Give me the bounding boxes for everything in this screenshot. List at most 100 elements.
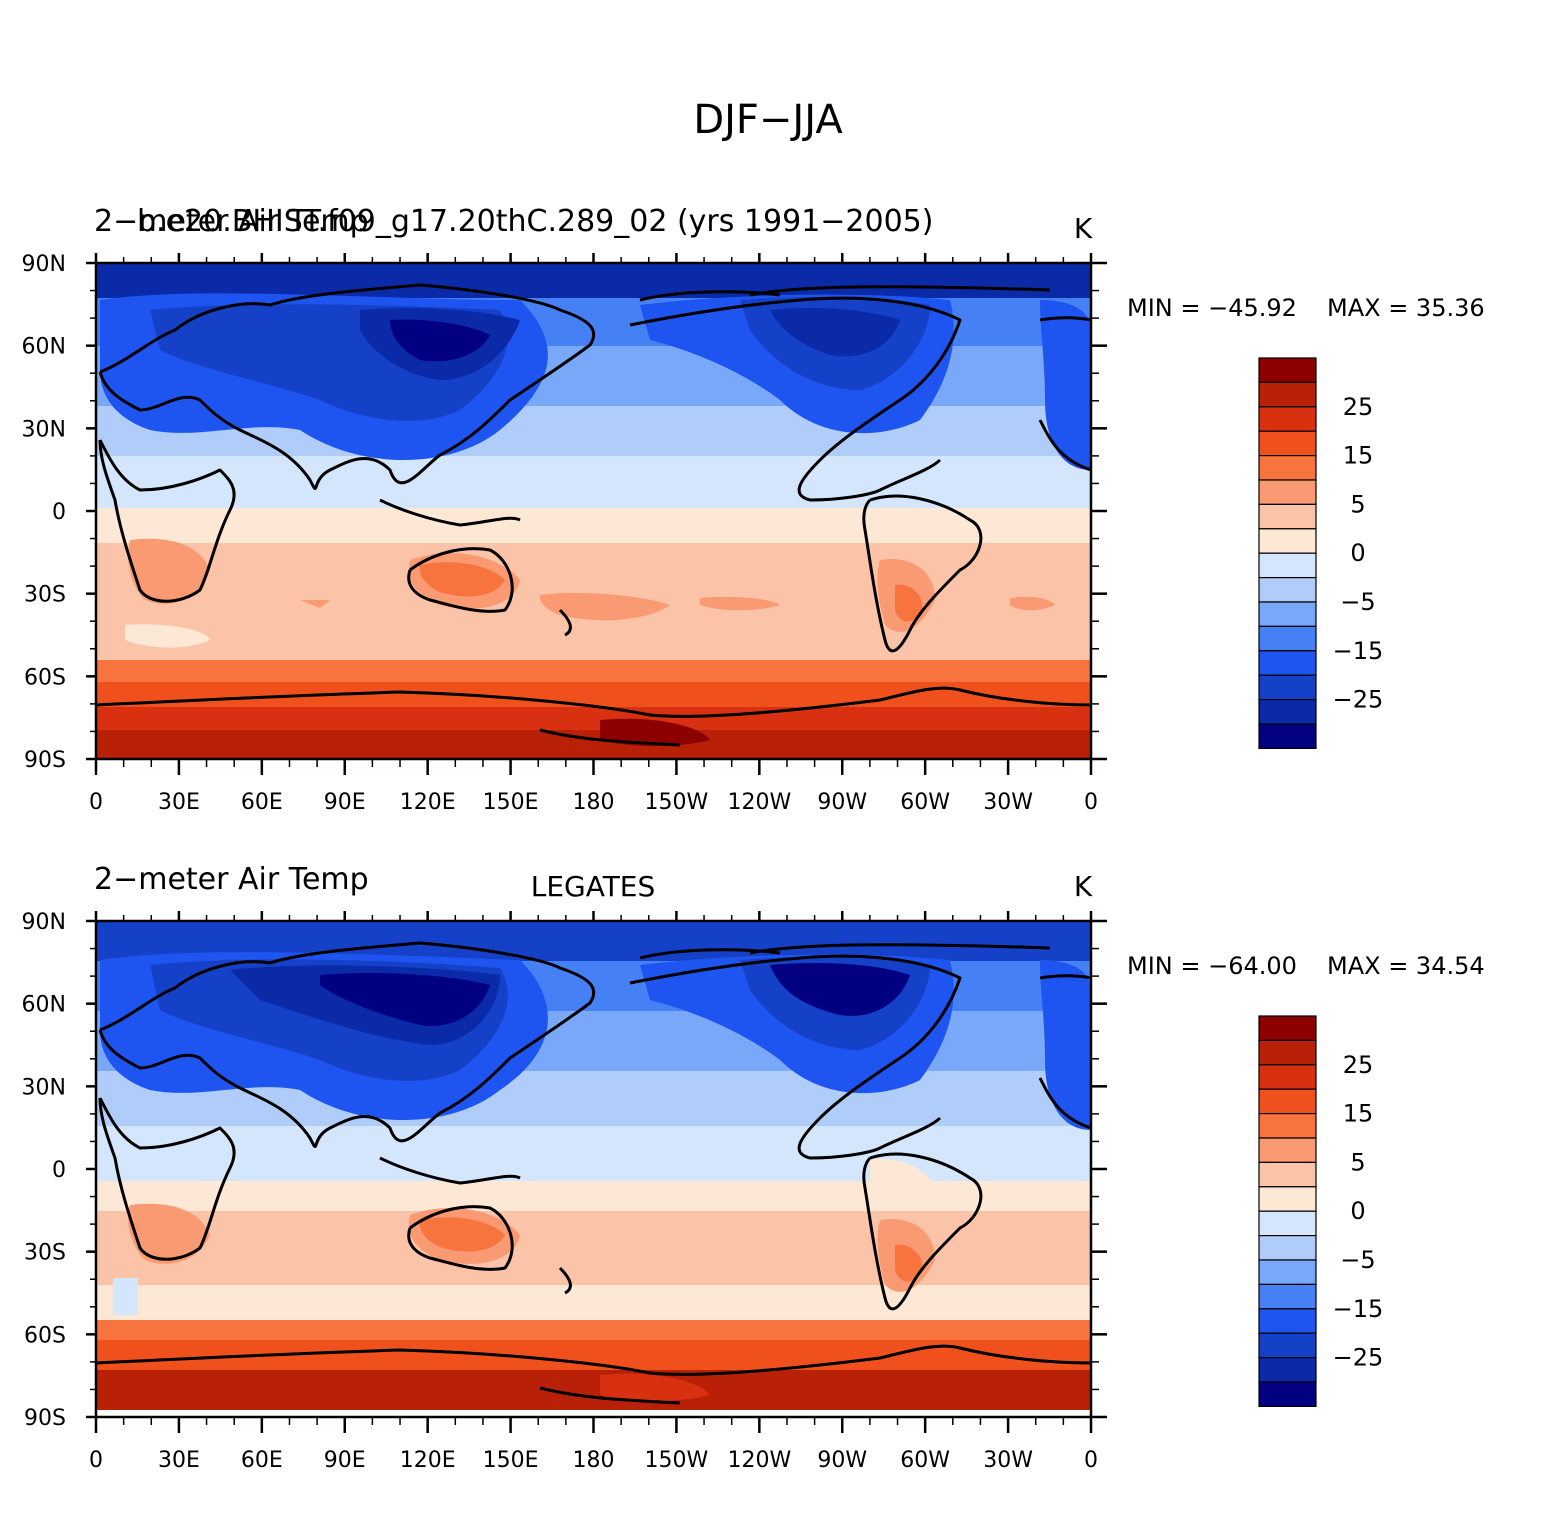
lat-tick-label: 0 (52, 500, 66, 525)
lat-tick-label: 30N (22, 417, 66, 442)
lon-tick-label: 150W (645, 1448, 709, 1473)
colorbar-box (1258, 723, 1317, 749)
colorbar-box (1258, 1186, 1317, 1212)
lon-tick-label: 180 (573, 1448, 615, 1473)
colorbar-label: 25 (1343, 1051, 1374, 1079)
colorbar-box (1258, 674, 1317, 701)
panel-left-title: 2−meter Air Temp (94, 862, 369, 897)
colorbar-box (1258, 1234, 1317, 1261)
lat-tick-label: 60N (22, 335, 66, 360)
lon-tick-label: 150E (483, 1448, 539, 1473)
colorbar-box (1258, 406, 1317, 432)
panel-center-title: LEGATES (531, 870, 656, 903)
coastlines (96, 941, 1091, 1405)
colorbar-box (1258, 1259, 1317, 1285)
colorbar-box (1258, 455, 1317, 481)
colorbar-box (1258, 1112, 1317, 1139)
lon-tick-label: 60E (241, 790, 283, 815)
colorbar-label: −25 (1333, 686, 1384, 714)
lon-tick-label: 60W (900, 790, 950, 815)
colorbar-label: 25 (1343, 393, 1374, 421)
colorbar-label: −5 (1340, 1246, 1375, 1274)
colorbar: 25 15 5 0 −5 −15 −25 (1258, 357, 1384, 749)
lat-tick-label: 90N (22, 252, 66, 277)
lon-tick-label: 0 (1084, 790, 1098, 815)
colorbar-label: 0 (1350, 1197, 1365, 1225)
lat-tick-label: 60S (24, 1323, 66, 1348)
lon-tick-label: 30W (983, 1448, 1033, 1473)
lon-tick-label: 0 (1084, 1448, 1098, 1473)
colorbar-label: −15 (1333, 637, 1384, 665)
lat-tick-label: 30S (24, 583, 66, 608)
lat-tick-label: 30N (22, 1075, 66, 1100)
lon-tick-label: 90E (324, 790, 366, 815)
colorbar-box (1258, 698, 1317, 725)
colorbar-label: 15 (1343, 442, 1374, 470)
figure-title: DJF−JJA (693, 97, 843, 143)
lon-tick-label: 30E (158, 790, 200, 815)
lon-tick-label: 180 (573, 790, 615, 815)
colorbar-box (1258, 601, 1317, 627)
lon-ticks: 0 30E 60E 90E 120E 150E 180 150W 120W 90W 60W 30W 0 (89, 253, 1098, 815)
colorbar-box (1258, 1283, 1317, 1310)
colorbar-box (1258, 552, 1317, 579)
colorbar-box (1258, 1015, 1317, 1041)
colorbar-label: −5 (1340, 588, 1375, 616)
lat-tick-label: 90N (22, 910, 66, 935)
lat-ticks: 90N 60N 30N 0 30S 60S 90S (22, 252, 1107, 773)
colorbar-box (1258, 528, 1317, 554)
panel-model: 2−meter Air Temp b.e20.BHIST.f09_g17.20t… (22, 204, 1485, 815)
colorbar-box (1258, 1356, 1317, 1383)
max-label: MAX = 34.54 (1327, 952, 1485, 980)
colorbar-box (1258, 503, 1317, 530)
colorbar-box (1258, 1039, 1317, 1066)
lat-tick-label: 90S (24, 748, 66, 773)
colorbar-box (1258, 625, 1317, 652)
colorbar-box (1258, 381, 1317, 408)
colorbar-box (1258, 1308, 1317, 1334)
lat-ticks: 90N 60N 30N 0 30S 60S 90S (22, 910, 1107, 1431)
colorbar-box (1258, 650, 1317, 676)
lat-tick-label: 90S (24, 1406, 66, 1431)
panel-units: K (1074, 212, 1093, 245)
lon-tick-label: 30E (158, 1448, 200, 1473)
lon-tick-label: 90W (817, 790, 867, 815)
lat-tick-label: 0 (52, 1158, 66, 1183)
min-label: MIN = −45.92 (1127, 294, 1297, 322)
lat-tick-label: 30S (24, 1241, 66, 1266)
colorbar-box (1258, 1088, 1317, 1115)
panel-units: K (1074, 870, 1093, 903)
colorbar-box (1258, 357, 1317, 383)
lon-tick-label: 60W (900, 1448, 950, 1473)
max-label: MAX = 35.36 (1327, 294, 1485, 322)
lon-tick-label: 60E (241, 1448, 283, 1473)
lat-tick-label: 60S (24, 665, 66, 690)
colorbar-box (1258, 1137, 1317, 1163)
coastlines (96, 283, 1091, 747)
min-label: MIN = −64.00 (1127, 952, 1297, 980)
lon-tick-label: 150E (483, 790, 539, 815)
lon-tick-label: 30W (983, 790, 1033, 815)
panel-obs: 2−meter Air Temp LEGATES K (22, 862, 1485, 1473)
colorbar-label: 0 (1350, 539, 1365, 567)
lon-tick-label: 150W (645, 790, 709, 815)
colorbar-box (1258, 1210, 1317, 1237)
lat-tick-label: 60N (22, 993, 66, 1018)
lon-ticks: 0 30E 60E 90E 120E 150E 180 150W 120W 90W 60W 30W 0 (89, 911, 1098, 1473)
lon-tick-label: 0 (89, 1448, 103, 1473)
colorbar-label: 5 (1350, 1148, 1365, 1176)
lon-tick-label: 120E (400, 790, 456, 815)
lon-tick-label: 120E (400, 1448, 456, 1473)
lon-tick-label: 90W (817, 1448, 867, 1473)
colorbar-box (1258, 1332, 1317, 1359)
panel-center-title: b.e20.BHIST.f09_g17.20thC.289_02 (yrs 19… (137, 204, 933, 239)
colorbar-box (1258, 479, 1317, 505)
panel-left-title: 2−meter Air Temp (94, 204, 369, 239)
colorbar-box (1258, 1064, 1317, 1090)
colorbar-label: −15 (1333, 1295, 1384, 1323)
colorbar-box (1258, 1381, 1317, 1407)
colorbar: 25 15 5 0 −5 −15 −25 (1258, 1015, 1384, 1407)
lon-tick-label: 120W (727, 790, 791, 815)
lon-tick-label: 90E (324, 1448, 366, 1473)
